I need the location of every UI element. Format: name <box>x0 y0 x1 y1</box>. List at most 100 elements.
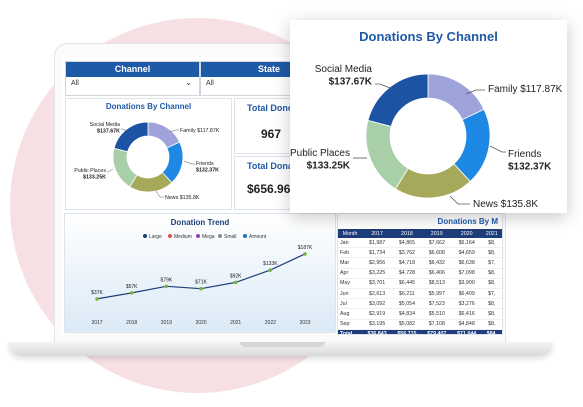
table-cell: $5,054 <box>392 298 422 310</box>
table-cell: Total <box>338 329 363 334</box>
trend-data-label: $57K <box>126 284 138 290</box>
slice-social-media[interactable] <box>113 121 149 153</box>
table-header-cell[interactable]: 2018 <box>392 229 422 238</box>
trend-x-tick: 2023 <box>299 320 310 326</box>
table-cell: $2,919 <box>362 308 393 320</box>
leader-family <box>465 89 485 95</box>
trend-point[interactable] <box>95 297 99 301</box>
slice-family[interactable] <box>427 73 485 121</box>
table-cell: May <box>338 278 363 289</box>
table-row: Sep $3,195 $5,082 $7,108 $4,848 $8, <box>338 319 502 330</box>
table-cell: $6,211 <box>392 288 422 300</box>
label-family: Family $117.87K <box>488 84 563 95</box>
label-family: Family $117.87K <box>180 128 220 134</box>
total-donations-title: Total Donation <box>247 161 310 171</box>
table-cell: $8, <box>481 308 502 320</box>
table-cell: $8, <box>481 238 502 249</box>
trend-point[interactable] <box>268 268 273 272</box>
legend-dot-small <box>218 234 222 238</box>
label-value-social-media: $137.67K <box>97 129 120 135</box>
table-cell: $71,044 <box>451 329 482 334</box>
table-cell: $7,098 <box>451 268 482 279</box>
table-cell: $7,108 <box>421 319 452 330</box>
table-cell: $3,195 <box>362 319 393 330</box>
chevron-down-icon[interactable]: ⌄ <box>185 78 192 87</box>
label-name-public-places: Public Places <box>290 148 350 159</box>
table-cell: Feb <box>338 247 363 259</box>
table-cell: Mar <box>338 257 363 269</box>
label-name-friends: Friends <box>508 149 541 160</box>
table-cell: $3,762 <box>392 247 422 259</box>
trend-data-label: $92K <box>230 273 242 279</box>
table-cell: $4,865 <box>392 238 422 249</box>
table-row: Aug $2,919 $4,834 $5,510 $6,416 $8, <box>338 308 502 320</box>
table-row: Apr $3,225 $4,728 $6,406 $7,098 $8, <box>338 268 502 279</box>
slice-public-places[interactable] <box>112 147 138 188</box>
table-cell: $1,987 <box>362 238 393 249</box>
table-cell: $8, <box>481 278 502 289</box>
table-header-cell[interactable]: Month <box>338 229 363 238</box>
channel-filter-value[interactable]: All ⌄ <box>66 77 199 90</box>
leader-social-media <box>375 83 391 89</box>
table-total-row: Total $36,843 $56,715 $79,407 $71,044 $84, <box>338 329 502 334</box>
slice-social-media[interactable] <box>367 73 429 127</box>
leader-news <box>449 195 470 205</box>
trend-point[interactable] <box>129 291 134 295</box>
slice-public-places[interactable] <box>365 119 409 190</box>
laptop-notch <box>240 342 325 347</box>
total-donations-value: $656.96 <box>247 182 291 196</box>
table-cell: $6,432 <box>421 257 452 269</box>
table-cell: $4,834 <box>392 308 422 320</box>
trend-data-label: $133K <box>263 261 278 267</box>
table-cell: $6,416 <box>451 308 482 320</box>
table-header-cell[interactable]: 2021 <box>481 229 502 238</box>
table-cell: $6,409 <box>451 288 482 300</box>
table-cell: $4,659 <box>451 247 482 259</box>
table-cell: $3,276 <box>451 298 482 310</box>
legend-large: Large <box>149 234 162 240</box>
table-cell: $3,701 <box>362 278 393 289</box>
state-filter-value[interactable]: All <box>201 77 337 90</box>
table-cell: Jan <box>338 238 363 249</box>
label-value-friends: $132.37K <box>508 162 552 173</box>
table-cell: Apr <box>338 268 363 279</box>
donations-by-channel-title: Donations By Channel <box>105 102 192 111</box>
table-cell: Sep <box>338 319 363 330</box>
table-cell: $6,164 <box>451 238 482 249</box>
leader-friends <box>489 145 506 153</box>
trend-x-tick: 2022 <box>265 320 276 326</box>
table-cell: Jun <box>338 288 363 300</box>
donation-trend-title: Donation Trend <box>170 218 230 227</box>
legend-small: Small <box>224 234 237 240</box>
table-header-cell[interactable]: 2019 <box>421 229 452 238</box>
table-row: May $3,701 $6,445 $8,513 $3,900 $8, <box>338 278 502 289</box>
label-value-public-places: $133.25K <box>307 161 351 172</box>
table-row: Jun $2,613 $6,211 $5,997 $6,409 $7, <box>338 288 502 300</box>
trend-point[interactable] <box>199 286 203 291</box>
trend-point[interactable] <box>164 284 169 289</box>
label-name-social-media: Social Media <box>315 64 373 75</box>
table-cell: $84, <box>481 329 502 334</box>
legend-amount: Amount <box>249 234 267 240</box>
table-cell: $7,662 <box>421 238 452 249</box>
trend-point[interactable] <box>233 280 238 285</box>
channel-filter[interactable]: Channel All ⌄ <box>65 61 200 96</box>
trend-data-label: $187K <box>298 245 313 251</box>
table-cell: $3,092 <box>362 298 393 310</box>
table-cell: $8, <box>481 268 502 279</box>
label-name-public-places: Public Places <box>74 168 106 174</box>
table-cell: $8,513 <box>421 278 452 289</box>
trend-point[interactable] <box>303 252 307 256</box>
trend-x-tick: 2020 <box>195 320 206 326</box>
table-header-cell[interactable]: 2017 <box>362 229 393 238</box>
donations-by-month-table: Month 2017 2018 2019 2020 2021 Jan $1,987 $4,86… <box>338 229 502 334</box>
table-cell: $5,997 <box>421 288 452 300</box>
popup-title: Donations By Channel <box>359 29 498 44</box>
table-header-cell[interactable]: 2020 <box>451 229 482 238</box>
leader-public-places <box>107 168 114 173</box>
table-cell: $5,510 <box>421 308 452 320</box>
trend-x-tick: 2018 <box>126 320 137 326</box>
donations-by-month-card: Donations By M Month 2017 2018 2019 2020 2021… <box>337 213 503 335</box>
donation-trend-card: Donation Trend Large Medium Mega Small Amoun… <box>64 213 336 333</box>
trend-x-tick: 2017 <box>91 320 102 326</box>
